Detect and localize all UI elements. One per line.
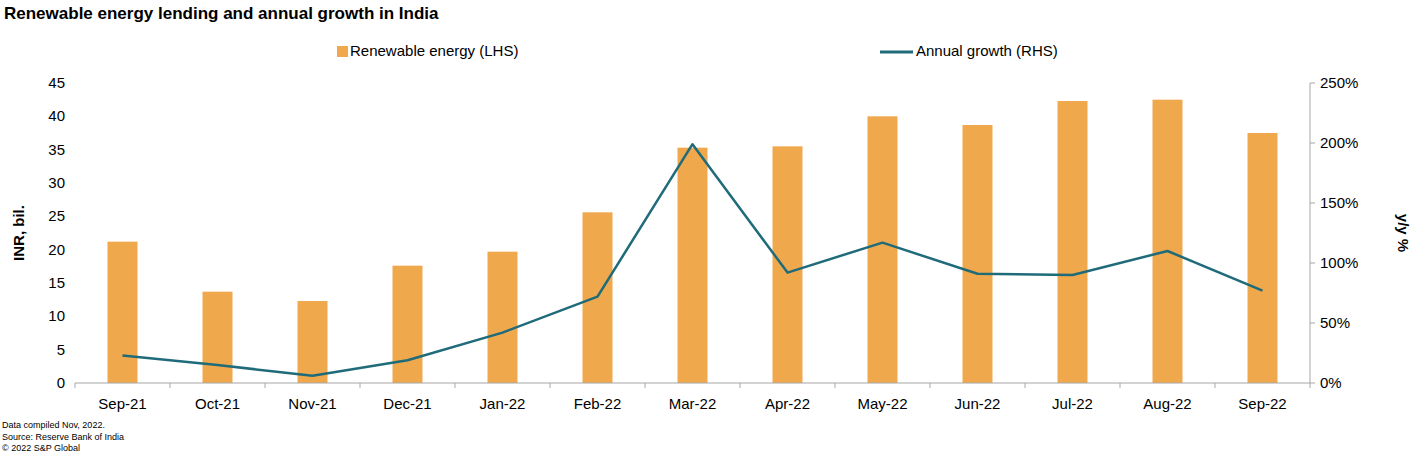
x-tick-label: May-22	[857, 395, 907, 412]
bar	[488, 252, 518, 383]
bar	[773, 146, 803, 383]
y-tick-label: 15	[48, 274, 65, 291]
bar	[1058, 101, 1088, 383]
y-tick-label: 20	[48, 241, 65, 258]
legend-label: Annual growth (RHS)	[916, 42, 1058, 59]
x-tick	[360, 383, 361, 388]
bar	[868, 116, 898, 383]
y2-tick-label: 200%	[1320, 134, 1358, 151]
bar	[393, 266, 423, 383]
y2-axis	[1310, 83, 1311, 383]
x-tick-label: Oct-21	[195, 395, 240, 412]
y-tick-label: 35	[48, 141, 65, 158]
bar	[1153, 100, 1183, 383]
x-tick-label: Sep-21	[98, 395, 146, 412]
y-tick	[71, 249, 75, 250]
x-tick-label: Mar-22	[669, 395, 717, 412]
y2-tick	[1310, 83, 1315, 84]
y2-tick	[1310, 143, 1315, 144]
bar	[203, 292, 233, 383]
y2-tick-label: 150%	[1320, 194, 1358, 211]
legend: Renewable energy (LHS) Annual growth (RHS…	[337, 42, 1058, 59]
y-tick	[71, 116, 75, 117]
x-tick	[550, 383, 551, 388]
x-tick-label: Dec-21	[383, 395, 431, 412]
x-tick	[1120, 383, 1121, 388]
x-tick	[265, 383, 266, 388]
legend-swatch	[880, 51, 913, 54]
y2-tick-label: 250%	[1320, 74, 1358, 91]
y-tick-label: 0	[57, 374, 65, 391]
footnote: © 2022 S&P Global	[2, 443, 80, 453]
y2-axis-label: y/y %	[1395, 214, 1412, 252]
x-tick-label: Sep-22	[1238, 395, 1286, 412]
x-tick-label: Jul-22	[1052, 395, 1093, 412]
y-tick	[71, 183, 75, 184]
footnote: Source: Reserve Bank of India	[2, 432, 124, 442]
y-tick	[71, 383, 75, 384]
plot-marks	[108, 100, 1278, 383]
x-tick	[455, 383, 456, 388]
x-tick	[645, 383, 646, 388]
bar	[298, 301, 328, 383]
footnote: Data compiled Nov, 2022.	[2, 420, 105, 430]
bar	[1248, 133, 1278, 383]
bar	[108, 242, 138, 383]
y-tick	[71, 83, 75, 84]
title: Renewable energy lending and annual grow…	[4, 4, 439, 23]
y-tick-label: 40	[48, 107, 65, 124]
bar	[963, 125, 993, 383]
y-tick-label: 25	[48, 207, 65, 224]
y-tick	[71, 149, 75, 150]
legend-swatch	[337, 46, 348, 57]
x-tick	[835, 383, 836, 388]
y2-tick-label: 0%	[1320, 374, 1342, 391]
legend-label: Renewable energy (LHS)	[350, 42, 518, 59]
x-tick-label: Aug-22	[1143, 395, 1191, 412]
y2-tick	[1310, 383, 1315, 384]
x-axis	[75, 383, 1310, 384]
y-tick	[71, 349, 75, 350]
y-tick	[71, 283, 75, 284]
y2-tick	[1310, 323, 1315, 324]
y-axis-label: INR, bil.	[10, 205, 27, 261]
x-tick	[75, 383, 76, 388]
y-tick-label: 45	[48, 74, 65, 91]
y-tick-label: 10	[48, 307, 65, 324]
x-tick	[740, 383, 741, 388]
y-tick	[71, 216, 75, 217]
y2-tick-label: 100%	[1320, 254, 1358, 271]
y2-tick	[1310, 203, 1315, 204]
y2-tick-label: 50%	[1320, 314, 1350, 331]
x-tick	[1215, 383, 1216, 388]
line	[123, 144, 1263, 376]
x-tick-label: Feb-22	[574, 395, 622, 412]
x-tick	[1310, 383, 1311, 388]
x-tick-label: Jan-22	[480, 395, 526, 412]
y-tick-label: 30	[48, 174, 65, 191]
y-tick	[71, 316, 75, 317]
x-tick-label: Nov-21	[288, 395, 336, 412]
x-tick	[1025, 383, 1026, 388]
chart: Renewable energy lending and annual grow…	[0, 0, 1412, 457]
x-tick	[170, 383, 171, 388]
x-tick-label: Jun-22	[955, 395, 1001, 412]
bar	[678, 148, 708, 383]
x-tick-label: Apr-22	[765, 395, 810, 412]
x-tick	[930, 383, 931, 388]
y-tick-label: 5	[57, 341, 65, 358]
y2-tick	[1310, 263, 1315, 264]
